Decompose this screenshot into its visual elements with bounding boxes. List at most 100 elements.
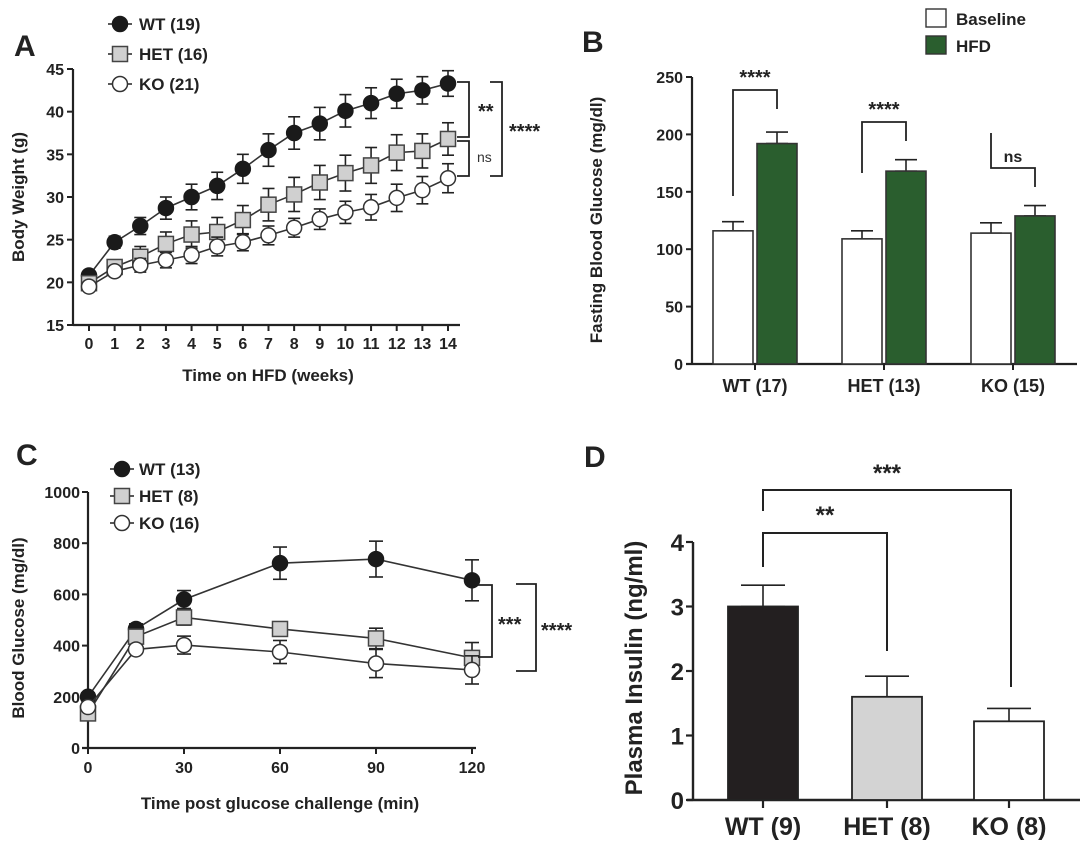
data-point <box>463 572 481 589</box>
data-point <box>414 142 431 160</box>
error-bar <box>722 220 744 232</box>
y-tick-label: 3 <box>671 595 684 622</box>
legend-label: HET (8) <box>139 487 199 506</box>
x-tick-label: 6 <box>238 336 247 353</box>
data-point <box>271 620 289 638</box>
y-tick-label: 250 <box>656 70 683 87</box>
data-point <box>285 186 303 203</box>
data-point <box>260 227 277 244</box>
y-tick-label: 600 <box>53 587 80 604</box>
panel-letter-c: C <box>16 439 38 472</box>
data-point <box>234 233 252 251</box>
x-tick-label: 90 <box>367 760 385 777</box>
data-point <box>157 235 175 253</box>
significance-bracket <box>732 89 778 196</box>
error-bar <box>1024 204 1046 217</box>
y-tick-label: 35 <box>46 147 64 164</box>
error-bar <box>980 221 1002 234</box>
x-axis-label: Time on HFD (weeks) <box>182 366 354 385</box>
data-point <box>439 75 457 92</box>
data-point <box>439 130 457 148</box>
error-bar <box>865 675 909 698</box>
data-point <box>175 591 193 608</box>
y-tick-label: 40 <box>46 105 64 122</box>
y-tick-label: 0 <box>671 788 684 815</box>
panel-letter-b: B <box>582 26 604 59</box>
panel-letter-d: D <box>584 441 606 474</box>
data-point <box>106 233 123 251</box>
error-bar <box>851 230 873 240</box>
panel-d-plasma-insulin-chart: 0 1 2 3 4 Plasma Insulin (ng/ml) WT (9) HET (8)… <box>621 460 1080 841</box>
legend-label: Baseline <box>956 10 1026 29</box>
legend-label: WT (13) <box>139 460 200 479</box>
bar-hfd <box>885 170 927 365</box>
significance-label: **** <box>868 99 899 121</box>
y-tick-label: 4 <box>671 530 685 557</box>
x-tick-label: KO (15) <box>981 376 1045 396</box>
panel-letter-a: A <box>14 30 36 63</box>
error-bar <box>766 131 788 145</box>
data-point <box>388 85 405 102</box>
data-point <box>337 204 354 221</box>
significance-bracket <box>490 81 503 177</box>
legend-item: HET (8) <box>110 487 199 506</box>
data-point <box>79 698 97 716</box>
data-point <box>157 199 175 217</box>
y-tick-label: 800 <box>53 536 80 553</box>
series-ko <box>79 635 481 716</box>
data-point <box>127 641 145 658</box>
y-tick-label: 20 <box>46 275 64 292</box>
data-point <box>388 144 405 161</box>
x-tick-label: 0 <box>85 336 94 353</box>
legend-marker <box>111 15 129 33</box>
data-point <box>132 217 149 235</box>
error-bar <box>895 158 917 172</box>
significance-label: ** <box>478 101 494 123</box>
legend-item: WT (19) <box>108 15 200 34</box>
significance-bracket <box>478 584 493 658</box>
x-tick-label: WT (9) <box>725 813 801 841</box>
legend-swatch <box>925 35 947 55</box>
significance-label: *** <box>873 460 902 487</box>
y-tick-label: 30 <box>46 190 64 207</box>
legend-label: WT (19) <box>139 15 200 34</box>
data-point <box>271 554 289 572</box>
data-point <box>388 189 405 207</box>
bar-hfd <box>1014 215 1056 365</box>
y-tick-label: 0 <box>674 357 683 374</box>
y-tick-label: 200 <box>53 690 80 707</box>
y-tick-label: 15 <box>46 318 64 335</box>
x-tick-label: 120 <box>459 760 486 777</box>
data-point <box>132 257 149 274</box>
significance-label: **** <box>541 620 572 642</box>
x-tick-label: 4 <box>187 336 196 353</box>
data-point <box>337 102 354 120</box>
data-point <box>311 115 329 132</box>
x-tick-label: HET (13) <box>847 376 920 396</box>
y-tick-label: 1000 <box>44 485 80 502</box>
x-tick-label: WT (17) <box>723 376 788 396</box>
legend-swatch <box>925 8 947 28</box>
significance-bracket <box>990 133 1036 187</box>
data-point <box>183 226 200 243</box>
data-point <box>208 238 226 255</box>
bar-baseline <box>970 232 1012 365</box>
x-tick-label: 3 <box>161 336 170 353</box>
data-point <box>362 198 380 216</box>
x-tick-label: 30 <box>175 760 193 777</box>
data-point <box>463 661 481 679</box>
data-point <box>208 177 226 195</box>
data-point <box>367 550 385 568</box>
bar-het <box>851 695 923 801</box>
data-point <box>157 251 175 269</box>
legend-label: KO (16) <box>139 514 199 533</box>
x-tick-label: HET (8) <box>843 813 931 841</box>
significance-bracket <box>457 81 470 138</box>
data-point <box>311 210 329 228</box>
x-tick-label: 14 <box>439 336 457 353</box>
data-point <box>234 160 252 178</box>
x-tick-label: KO (8) <box>972 813 1047 841</box>
legend-item: Baseline <box>925 8 1026 29</box>
